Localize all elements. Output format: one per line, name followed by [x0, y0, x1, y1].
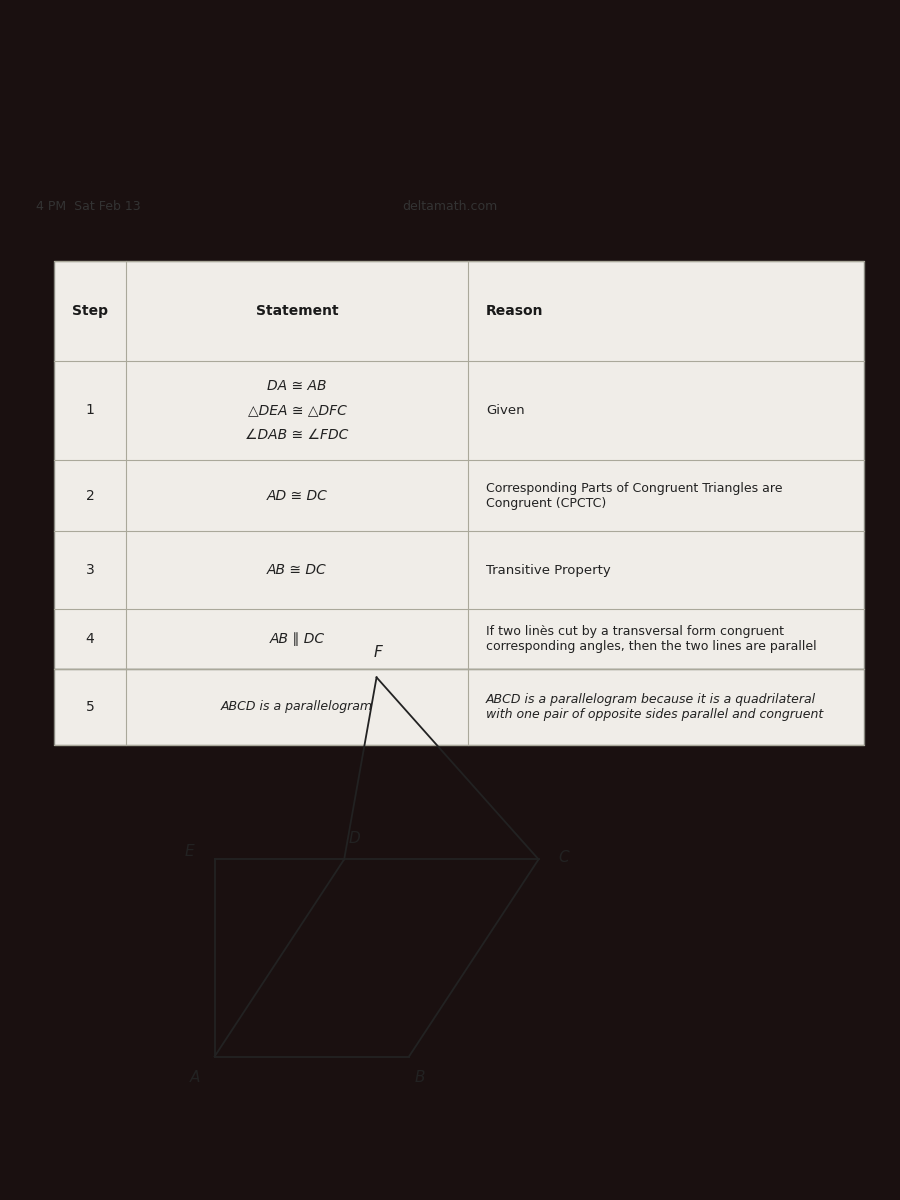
Text: C: C [558, 850, 569, 865]
Text: deltamath.com: deltamath.com [402, 200, 498, 214]
Text: D: D [349, 832, 361, 846]
Text: Step: Step [72, 304, 108, 318]
Text: 4: 4 [86, 632, 94, 646]
Text: ABCD is a parallelogram: ABCD is a parallelogram [221, 701, 373, 713]
Text: AB ≅ DC: AB ≅ DC [267, 563, 327, 577]
Text: 4 PM  Sat Feb 13: 4 PM Sat Feb 13 [36, 200, 140, 214]
Text: Given: Given [486, 404, 525, 416]
Text: ABCD is a parallelogram because it is a quadrilateral
with one pair of opposite : ABCD is a parallelogram because it is a … [486, 692, 824, 721]
Text: A: A [190, 1070, 200, 1085]
Text: B: B [415, 1070, 425, 1085]
Text: 3: 3 [86, 563, 94, 577]
Text: Transitive Property: Transitive Property [486, 564, 611, 577]
Text: 2: 2 [86, 488, 94, 503]
Text: △DEA ≅ △DFC: △DEA ≅ △DFC [248, 403, 346, 418]
Text: If two linès cut by a transversal form congruent
corresponding angles, then the : If two linès cut by a transversal form c… [486, 625, 816, 653]
Text: E: E [184, 845, 194, 859]
Text: ∠DAB ≅ ∠FDC: ∠DAB ≅ ∠FDC [246, 428, 348, 443]
Text: Statement: Statement [256, 304, 338, 318]
Text: Reason: Reason [486, 304, 544, 318]
Bar [54, 668, 864, 745]
Text: F: F [374, 646, 382, 660]
Text: DA ≅ AB: DA ≅ AB [267, 379, 327, 392]
Text: 5: 5 [86, 700, 94, 714]
Text: AB ∥ DC: AB ∥ DC [269, 632, 325, 646]
Bar [54, 262, 864, 668]
Text: 1: 1 [86, 403, 94, 418]
Text: Corresponding Parts of Congruent Triangles are
Congruent (CPCTC): Corresponding Parts of Congruent Triangl… [486, 482, 782, 510]
Text: AD ≅ DC: AD ≅ DC [266, 488, 328, 503]
